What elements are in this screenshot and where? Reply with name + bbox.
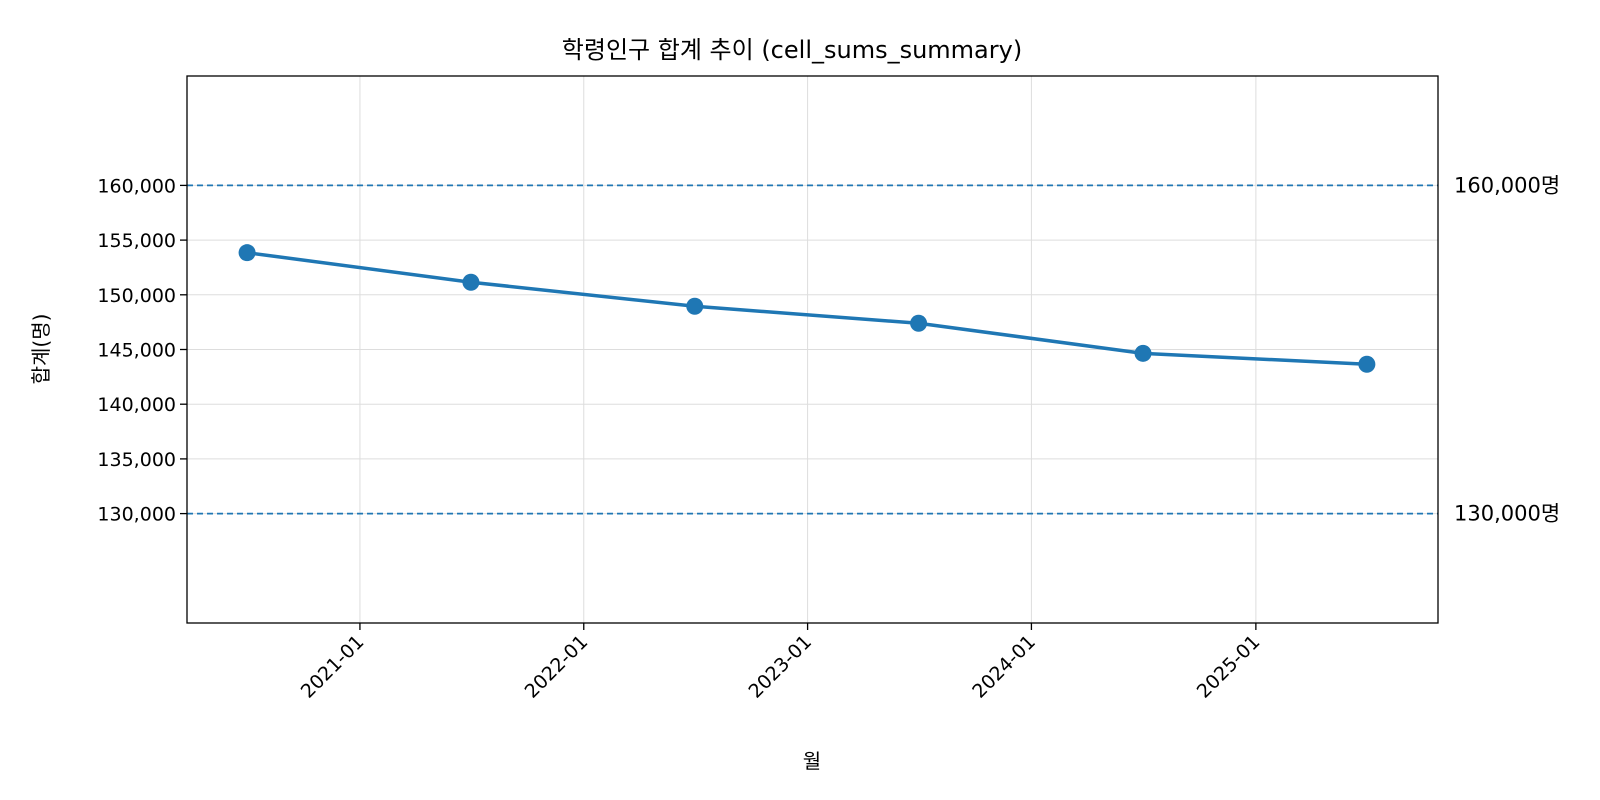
y-tick-label-0: 130,000	[97, 504, 176, 526]
series-line-0	[246, 250, 1367, 367]
y-axis-label: 합계(명)	[29, 314, 53, 385]
y-tick-label-1: 135,000	[97, 449, 176, 471]
reference-label-0: 160,000명	[1454, 173, 1560, 197]
series-layer	[238, 244, 1376, 373]
grid-lines	[187, 76, 1438, 623]
x-tick-label-3: 2024-01	[968, 631, 1040, 703]
data-point-5	[1358, 355, 1376, 373]
x-tick-label-1: 2022-01	[521, 631, 593, 703]
y-tick-label-6: 160,000	[97, 175, 176, 197]
data-point-3	[910, 314, 928, 332]
y-tick-label-2: 140,000	[97, 394, 176, 416]
y-tick-label-5: 155,000	[97, 230, 176, 252]
y-tick-label-4: 150,000	[97, 285, 176, 307]
data-point-2	[686, 297, 704, 315]
data-point-4	[1134, 344, 1152, 362]
x-tick-label-2: 2023-01	[744, 631, 816, 703]
y-tick-label-3: 145,000	[97, 340, 176, 362]
reference-labels: 160,000명 130,000명	[1454, 173, 1560, 525]
data-point-0	[238, 244, 256, 262]
data-point-1	[462, 273, 480, 291]
reference-lines	[187, 184, 1438, 515]
x-tick-label-4: 2025-01	[1193, 631, 1265, 703]
reference-label-1: 130,000명	[1454, 502, 1560, 526]
y-axis: 130,000 135,000 140,000 145,000 150,000 155,0…	[97, 175, 187, 526]
x-axis-label: 월	[803, 749, 821, 773]
chart-title: 학령인구 합계 추이 (cell_sums_summary)	[562, 36, 1022, 64]
x-tick-label-0: 2021-01	[297, 631, 369, 703]
x-axis: 2021-01 2022-01 2023-01 2024-01 2025-01	[297, 623, 1265, 703]
